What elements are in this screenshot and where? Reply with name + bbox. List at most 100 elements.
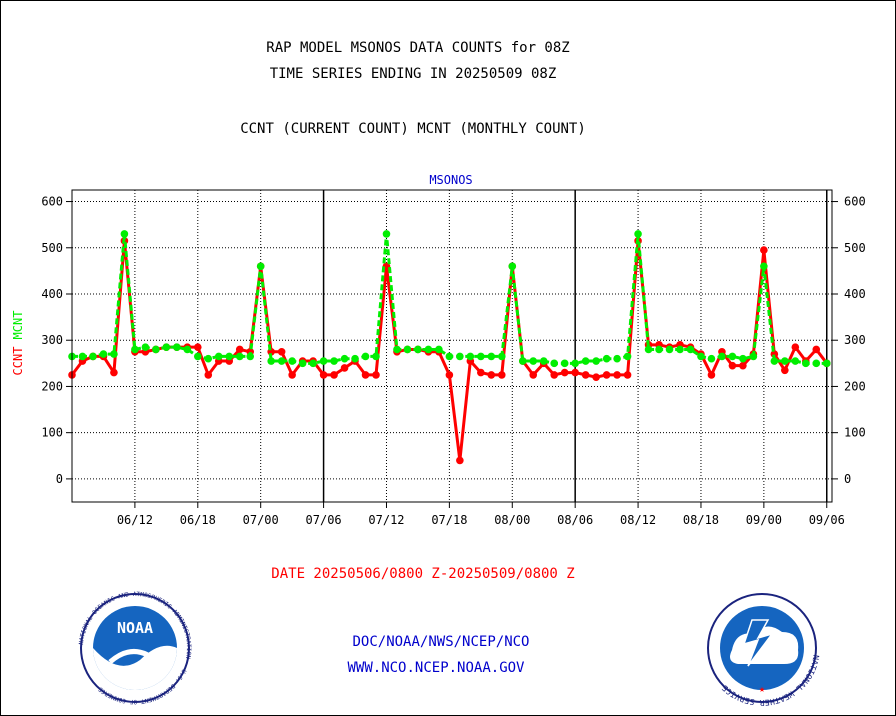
ccnt-point bbox=[204, 371, 213, 379]
mcnt-point bbox=[340, 354, 349, 363]
mcnt-point bbox=[298, 359, 307, 368]
mcnt-point bbox=[225, 352, 234, 361]
mcnt-point bbox=[822, 359, 831, 368]
website-link[interactable]: WWW.NCO.NCEP.NOAA.GOV bbox=[347, 660, 525, 676]
ccnt-point bbox=[812, 345, 821, 354]
y-tick-label: 0 bbox=[844, 472, 851, 486]
y-tick-label: 500 bbox=[41, 241, 63, 255]
x-tick-label: 09/06 bbox=[809, 513, 845, 527]
series-ccnt bbox=[68, 237, 831, 465]
mcnt-point bbox=[162, 343, 171, 351]
mcnt-point bbox=[529, 357, 538, 365]
y-tick-label: 200 bbox=[844, 379, 866, 393]
x-tick-label: 07/00 bbox=[243, 513, 279, 527]
mcnt-point bbox=[571, 359, 579, 368]
mcnt-point bbox=[214, 352, 223, 361]
ccnt-point bbox=[445, 371, 454, 379]
y-tick-label: 0 bbox=[56, 472, 63, 486]
y-tick-label: 400 bbox=[844, 287, 866, 301]
y-tick-label: 600 bbox=[844, 195, 866, 209]
mcnt-point bbox=[812, 359, 821, 368]
mcnt-point bbox=[456, 352, 464, 361]
mcnt-point bbox=[361, 352, 370, 361]
ccnt-point bbox=[193, 343, 202, 351]
mcnt-point bbox=[791, 357, 800, 365]
mcnt-point bbox=[676, 345, 684, 354]
y-axis-label-ccnt: CCNT bbox=[11, 347, 25, 376]
mcnt-point bbox=[309, 359, 317, 368]
mcnt-point bbox=[246, 352, 255, 361]
mcnt-point bbox=[581, 357, 590, 365]
ccnt-point bbox=[781, 366, 789, 375]
ccnt-point bbox=[110, 368, 118, 377]
mcnt-point bbox=[131, 345, 139, 354]
ccnt-point bbox=[739, 361, 747, 370]
x-axis: 06/12 06/18 07/00 07/06 07/12 07/18 08/00 08/06… bbox=[117, 502, 845, 527]
mcnt-point bbox=[592, 357, 600, 365]
x-tick-label: 08/18 bbox=[683, 513, 719, 527]
mcnt-point bbox=[539, 357, 548, 365]
mcnt-point bbox=[613, 354, 621, 363]
mcnt-point bbox=[351, 354, 359, 363]
mcnt-point bbox=[781, 357, 789, 365]
mcnt-point bbox=[466, 352, 475, 361]
mcnt-point bbox=[120, 230, 129, 238]
mcnt-point bbox=[110, 350, 118, 358]
y-tick-label: 600 bbox=[41, 195, 63, 209]
mcnt-point bbox=[644, 345, 653, 354]
mcnt-point bbox=[718, 352, 726, 361]
ccnt-point bbox=[497, 371, 506, 379]
ccnt-point bbox=[330, 371, 338, 379]
mcnt-point bbox=[801, 359, 810, 368]
mcnt-point bbox=[665, 345, 674, 354]
plot-border bbox=[71, 189, 833, 503]
mcnt-point bbox=[256, 262, 265, 271]
mcnt-point bbox=[372, 352, 380, 361]
mcnt-point bbox=[424, 345, 433, 354]
ccnt-point bbox=[571, 368, 579, 377]
y-tick-label: 300 bbox=[41, 333, 63, 347]
subtitle: CCNT (CURRENT COUNT) MCNT (MONTHLY COUNT… bbox=[240, 121, 586, 137]
ccnt-point bbox=[592, 373, 600, 382]
x-tick-label: 08/12 bbox=[620, 513, 656, 527]
mcnt-point bbox=[204, 354, 213, 363]
ccnt-point bbox=[456, 456, 464, 465]
mcnt-point bbox=[655, 345, 663, 354]
mcnt-point bbox=[173, 343, 181, 351]
y-tick-label: 300 bbox=[844, 333, 866, 347]
x-tick-label: 07/06 bbox=[306, 513, 342, 527]
series-mcnt bbox=[68, 230, 831, 368]
mcnt-point bbox=[686, 345, 695, 354]
y-tick-label: 100 bbox=[41, 426, 63, 440]
y-axis-label-mcnt: MCNT bbox=[11, 311, 25, 340]
x-tick-label: 08/00 bbox=[494, 513, 530, 527]
ccnt-point bbox=[340, 364, 349, 372]
ccnt-point bbox=[613, 371, 621, 379]
mcnt-point bbox=[497, 352, 506, 361]
date-range: DATE 20250506/0800 Z-20250509/0800 Z bbox=[271, 566, 574, 582]
mcnt-point bbox=[78, 352, 87, 361]
mcnt-point bbox=[414, 345, 422, 354]
mcnt-point bbox=[89, 352, 97, 361]
y-tick-label: 500 bbox=[844, 241, 866, 255]
mcnt-point bbox=[382, 230, 391, 238]
y-tick-label: 400 bbox=[41, 287, 63, 301]
mcnt-point bbox=[267, 357, 275, 365]
y-axis-label: CCNT MCNT bbox=[11, 311, 25, 376]
x-tick-label: 07/12 bbox=[368, 513, 404, 527]
panel-title: MSONOS bbox=[429, 173, 472, 187]
y-tick-label: 200 bbox=[41, 379, 63, 393]
org-path: DOC/NOAA/NWS/NCEP/NCO bbox=[352, 634, 529, 650]
mcnt-point bbox=[141, 343, 150, 351]
nws-logo: ★ NATIONAL WEATHER SERVICE bbox=[707, 593, 821, 707]
star-icon: ★ bbox=[759, 684, 765, 695]
mcnt-point bbox=[477, 352, 485, 361]
ccnt-point bbox=[728, 361, 737, 370]
ccnt-point bbox=[560, 368, 569, 377]
y-axis-left: 0 100 200 300 400 500 600 bbox=[41, 195, 72, 486]
ccnt-point bbox=[550, 371, 559, 379]
y-tick-label: 100 bbox=[844, 426, 866, 440]
noaa-logo: NOAA NATIONAL OCEANIC AND ATMOSPHERIC AD… bbox=[78, 591, 192, 705]
